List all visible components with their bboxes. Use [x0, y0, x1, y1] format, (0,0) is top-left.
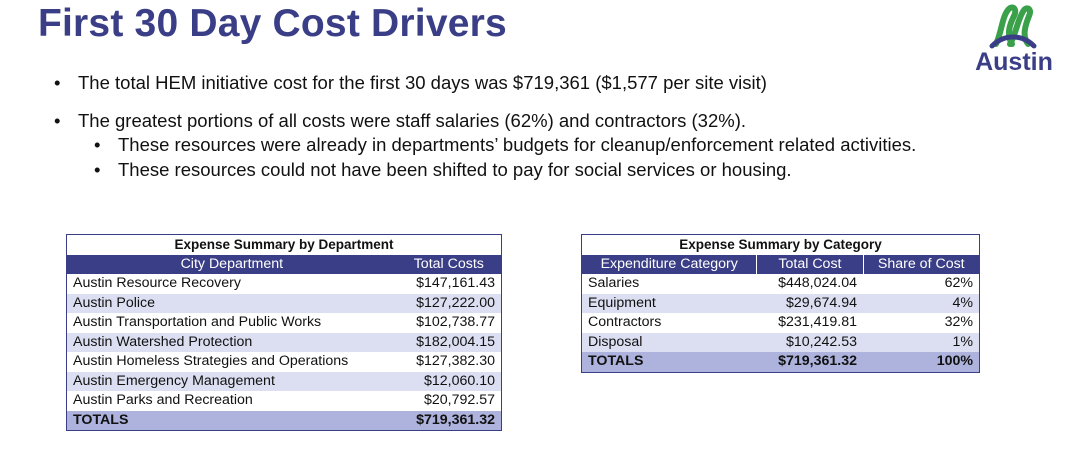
column-header: Total Cost — [756, 254, 864, 274]
table-cell: Austin Resource Recovery — [66, 274, 397, 294]
table-cell: 1% — [863, 332, 980, 352]
table-cell: $127,382.30 — [396, 352, 502, 372]
table-cell: Austin Watershed Protection — [66, 332, 397, 352]
totals-label: TOTALS — [66, 410, 397, 431]
table-cell: 62% — [863, 274, 980, 294]
logo-text: Austin — [975, 48, 1053, 76]
bullet-text: These resources were already in departme… — [118, 134, 917, 155]
table-row: Austin Emergency Management $12,060.10 — [66, 371, 502, 391]
table-row: Austin Transportation and Public Works $… — [66, 313, 502, 333]
column-header: Total Costs — [396, 254, 502, 274]
column-header: Expenditure Category — [581, 254, 757, 274]
column-header: City Department — [66, 254, 397, 274]
table-cell: $127,222.00 — [396, 293, 502, 313]
bullet-text: The greatest portions of all costs were … — [78, 110, 747, 131]
table-header-row: Expenditure Category Total Cost Share of… — [581, 254, 980, 274]
austin-logo: Austin — [962, 4, 1066, 78]
table-cell: $102,738.77 — [396, 313, 502, 333]
bullet-dot: • — [54, 72, 61, 93]
table-row: Austin Police $127,222.00 — [66, 293, 502, 313]
table-cell: Salaries — [581, 274, 757, 294]
table-cell: Equipment — [581, 293, 757, 313]
bullet-dot: • — [94, 134, 101, 155]
category-expense-table: Expense Summary by Category Expenditure … — [581, 234, 980, 373]
table-cell: Austin Transportation and Public Works — [66, 313, 397, 333]
table-cell: Contractors — [581, 313, 757, 333]
bullet-dot: • — [94, 159, 101, 180]
austin-logo-icon — [989, 4, 1037, 49]
table-cell: $10,242.53 — [756, 332, 864, 352]
table-cell: $12,060.10 — [396, 371, 502, 391]
table-caption: Expense Summary by Department — [66, 234, 502, 255]
totals-row: TOTALS $719,361.32 100% — [581, 352, 980, 372]
column-header: Share of Cost — [862, 254, 980, 274]
table-cell: Austin Homeless Strategies and Operation… — [66, 352, 397, 372]
table-cell: $448,024.04 — [756, 274, 864, 294]
table-row: Austin Watershed Protection $182,004.15 — [66, 332, 502, 352]
totals-value: $719,361.32 — [396, 410, 502, 431]
table-cell: Austin Police — [66, 293, 397, 313]
table-cell: 4% — [863, 293, 980, 313]
table-header-row: City Department Total Costs — [66, 254, 502, 274]
bullet-dot: • — [54, 110, 61, 131]
sub-bullet-item: • These resources were already in departm… — [94, 134, 916, 156]
table-cell: $29,674.94 — [756, 293, 864, 313]
totals-label: TOTALS — [581, 352, 757, 372]
table-row: Austin Resource Recovery $147,161.43 — [66, 274, 502, 294]
table-cell: $182,004.15 — [396, 332, 502, 352]
table-row: Equipment $29,674.94 4% — [581, 293, 980, 313]
table-cell: 32% — [863, 313, 980, 333]
department-expense-table: Expense Summary by Department City Depar… — [66, 234, 502, 431]
table-cell: Austin Emergency Management — [66, 371, 397, 391]
bullet-text: These resources could not have been shif… — [118, 159, 792, 180]
table-cell: Austin Parks and Recreation — [66, 391, 397, 411]
table-cell: Disposal — [581, 332, 757, 352]
table-row: Contractors $231,419.81 32% — [581, 313, 980, 333]
table-caption: Expense Summary by Category — [581, 234, 980, 255]
table-cell: $231,419.81 — [756, 313, 864, 333]
table-cell: $147,161.43 — [396, 274, 502, 294]
totals-row: TOTALS $719,361.32 — [66, 410, 502, 431]
table-row: Disposal $10,242.53 1% — [581, 332, 980, 352]
bullet-text: The total HEM initiative cost for the fi… — [78, 72, 767, 93]
table-row: Salaries $448,024.04 62% — [581, 274, 980, 294]
page-title: First 30 Day Cost Drivers — [38, 2, 507, 45]
bullet-item: • The total HEM initiative cost for the f… — [54, 72, 767, 94]
totals-share: 100% — [863, 352, 980, 372]
totals-value: $719,361.32 — [756, 352, 864, 372]
table-cell: $20,792.57 — [396, 391, 502, 411]
bullet-item: • The greatest portions of all costs were… — [54, 110, 746, 132]
table-row: Austin Homeless Strategies and Operation… — [66, 352, 502, 372]
table-row: Austin Parks and Recreation $20,792.57 — [66, 391, 502, 411]
sub-bullet-item: • These resources could not have been shi… — [94, 159, 792, 181]
